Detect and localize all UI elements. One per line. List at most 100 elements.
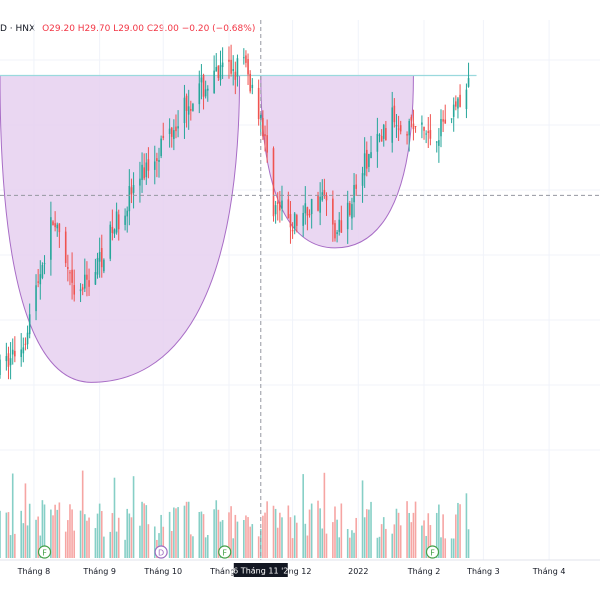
volume-bar [382,517,385,558]
volume-bar [139,525,141,558]
x-tick-label-8: Tháng 4 [532,567,566,576]
candle-body [141,164,143,180]
time-axis: Tháng 8 Tháng 9 Tháng 10 Tháng 11 Tháng 12 20… [0,559,600,577]
candle-body [251,84,254,89]
volume-bar [50,509,52,558]
candle-body [310,199,313,215]
candle-body [0,359,1,376]
volume-bar [28,503,31,558]
candle-body [168,128,171,134]
volume-bar [111,513,114,558]
candle-body [37,281,39,283]
volume-bar [266,501,268,558]
symbol-exchange[interactable]: D · HNX [0,24,36,34]
candle-body [204,89,207,97]
candle-body [22,347,25,354]
volume-bar [7,512,10,558]
volume-bar [147,524,150,558]
volume-bar [349,537,351,558]
candle-body [444,119,447,124]
volume-bar [291,538,294,558]
volume-bar [185,501,188,558]
volume-bar [289,517,292,558]
candle-body [391,107,394,143]
volume-bar [177,507,179,558]
volume-bar [391,533,394,558]
candle-body [429,130,432,139]
volume-bar [310,503,313,558]
candle-body [234,71,237,80]
volume-bar [67,520,69,558]
candle-body [397,128,400,130]
volume-bar [204,537,207,558]
volume-bar [421,525,423,558]
candle-body [139,178,141,186]
volume-bar [198,511,201,558]
candle-body [414,126,417,128]
candle-body [183,97,186,124]
volume-bar [130,517,133,558]
candle-body [425,133,427,135]
volume-bar [259,529,262,558]
volume-bar [408,513,410,558]
volume-bar [69,504,71,558]
candle-body [380,135,383,142]
volume-bar [247,517,249,558]
volume-bar [308,509,311,558]
volume-bar [37,516,39,558]
volume-bar [173,507,175,558]
volume-bar [467,529,470,558]
volume-bar [143,503,145,558]
volume-bar [215,500,218,558]
volume-bar [340,503,343,558]
volume-bar [281,517,283,558]
candle-body [262,117,264,137]
volume-bar [457,502,459,558]
candle-body [175,126,177,132]
candle-body [88,280,90,287]
candle-body [349,203,351,216]
event-marker-3[interactable] [425,545,440,559]
candle-body [385,128,387,140]
volume-bar [141,501,143,558]
volume-bar [274,508,277,558]
volume-bar [378,536,381,558]
event-marker-2[interactable] [218,545,232,559]
volume-bar [64,531,67,558]
candle-body [393,105,396,123]
volume-bar [115,531,118,558]
x-tick-label-5: 2022 [348,567,368,576]
candle-body [325,195,328,201]
candle-body [319,196,321,213]
volume-bar [43,504,46,558]
candle-body [323,189,326,197]
candle-body [50,217,52,260]
volume-bar [276,527,279,558]
volume-bar [412,512,415,558]
candle-body [296,215,298,226]
event-marker-1[interactable] [154,545,168,559]
volume-bar [96,513,99,558]
volume-bar [14,533,16,558]
candle-body [177,126,179,129]
candle-body [128,185,131,212]
volume-bar [262,515,264,558]
event-marker-0[interactable] [37,545,52,559]
volume-bar [346,528,349,558]
event-marker-letter: D [158,549,164,558]
candle-body [20,349,23,358]
volume-bar [41,500,44,558]
candle-body [257,87,260,120]
volume-bar [459,504,461,558]
candle-body [132,185,135,193]
event-marker-letter: F [42,549,47,558]
volume-bar [86,520,88,558]
candle-body [353,184,355,203]
volume-bar [113,477,116,558]
candle-body [147,159,150,171]
candle-body [228,59,230,62]
candle-body [264,134,266,137]
volume-bar [54,504,56,558]
volume-bar [160,514,162,558]
